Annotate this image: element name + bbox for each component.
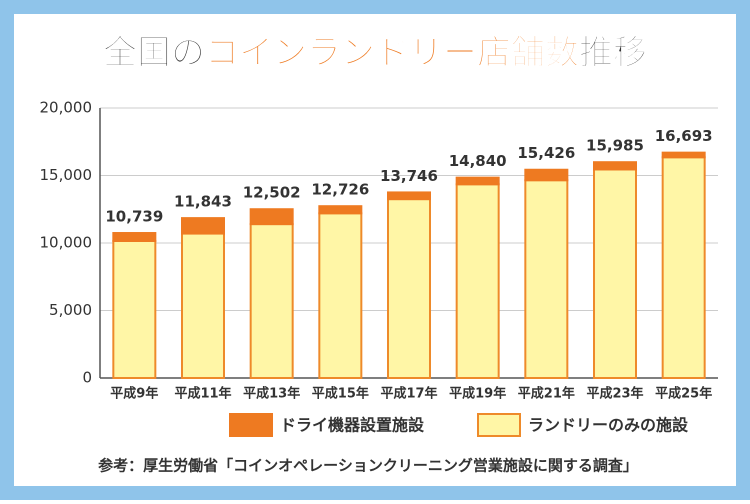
x-tick-label: 平成23年 [586, 386, 643, 402]
bar-segment [593, 168, 637, 379]
x-tick-label: 平成17年 [380, 386, 437, 402]
bar-segment [249, 223, 294, 379]
bar-segment [318, 205, 363, 215]
title-part: コインランドリー店舗数 [205, 33, 579, 73]
legend-swatch [229, 413, 273, 437]
legend-swatch [477, 413, 521, 437]
bar-segment [661, 156, 706, 379]
x-tick-label: 平成11年 [174, 386, 231, 402]
x-tick-label: 平成13年 [243, 386, 300, 402]
bar-segment [318, 212, 363, 379]
total-label: 15,985 [586, 137, 644, 155]
bar-segment [455, 183, 500, 379]
legend-label: ランドリーのみの施設 [528, 416, 689, 435]
title-part: 全国の [102, 33, 205, 73]
bar-segment [387, 198, 431, 379]
chart-title: 全国のコインランドリー店舗数推移 [102, 33, 647, 73]
x-tick-label: 平成19年 [449, 386, 506, 402]
total-label: 12,502 [243, 184, 301, 202]
total-label: 11,843 [174, 193, 232, 211]
bar-segment [524, 179, 569, 379]
y-tick-label: 15,000 [40, 166, 93, 184]
total-label: 14,840 [449, 152, 507, 170]
y-tick-label: 0 [82, 369, 92, 387]
x-tick-label: 平成15年 [312, 386, 369, 402]
total-label: 13,746 [380, 167, 438, 185]
bar-segment [181, 232, 225, 379]
y-tick-label: 20,000 [40, 99, 93, 117]
x-tick-label: 平成25年 [655, 386, 712, 402]
legend-label: ドライ機器設置施設 [280, 416, 425, 435]
bar-segment [249, 208, 294, 226]
total-label: 16,693 [655, 127, 713, 145]
total-label: 15,426 [517, 144, 575, 162]
bar-segment [181, 217, 225, 235]
x-tick-label: 平成9年 [110, 386, 158, 402]
y-tick-label: 5,000 [49, 301, 92, 319]
bar-segment [524, 168, 569, 182]
x-tick-label: 平成21年 [518, 386, 575, 402]
bar-segment [387, 191, 431, 201]
bar-segment [112, 232, 157, 242]
source-note: 参考：厚生労働省「コインオペレーションクリーニング営業施設に関する調査」 [98, 457, 638, 475]
bar-segment [661, 151, 706, 159]
bar-segment [593, 161, 637, 171]
bar-segment [112, 239, 157, 379]
y-tick-label: 10,000 [40, 234, 93, 252]
total-label: 10,739 [105, 208, 163, 226]
total-label: 12,726 [311, 181, 369, 199]
title-part: 推移 [579, 33, 647, 73]
bar-segment [455, 176, 500, 186]
